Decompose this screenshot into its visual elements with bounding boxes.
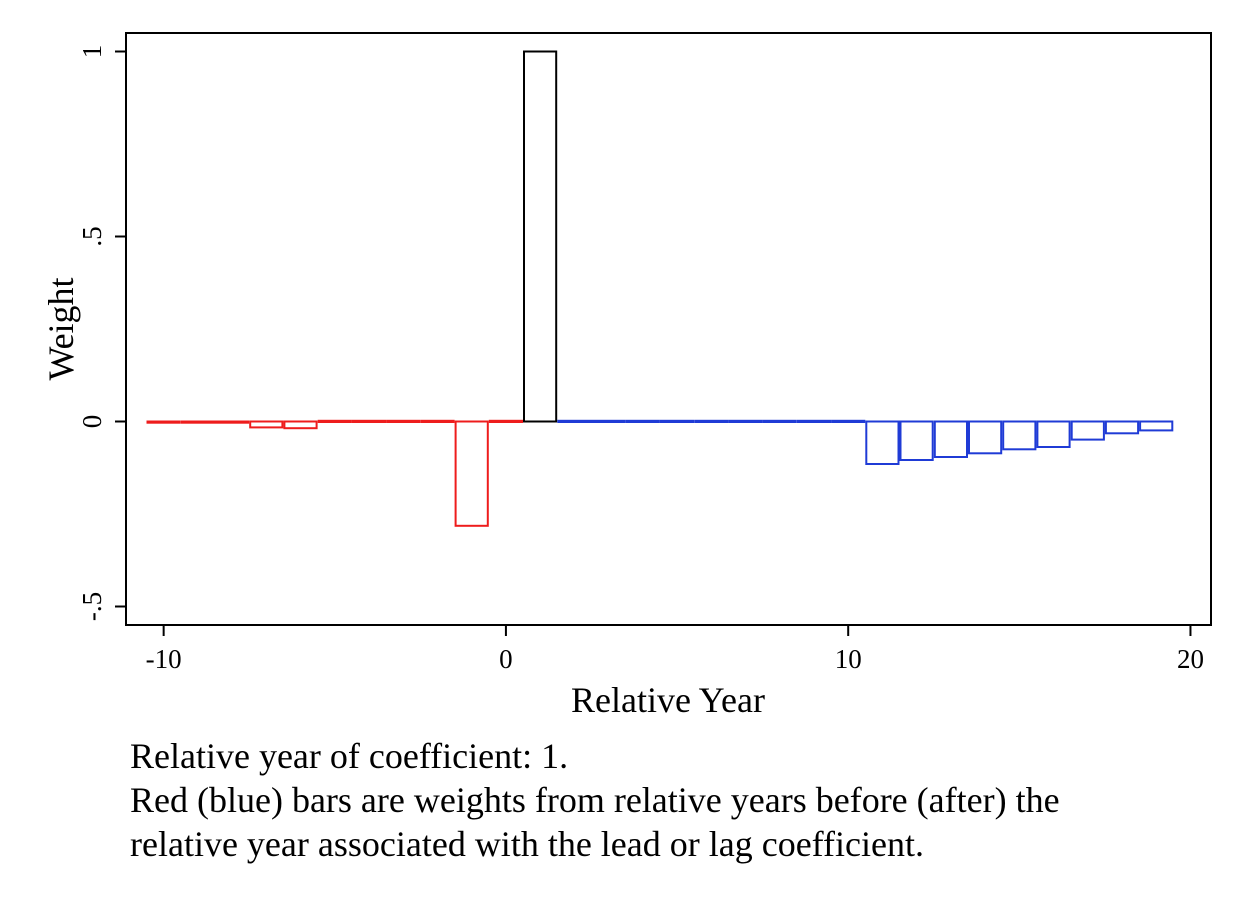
axis-layer: -10 0 10 20 -.5 0 .5 1	[77, 45, 1204, 674]
bar-s2-x6	[694, 419, 729, 423]
bar-s1-x1	[523, 50, 558, 423]
x-tick-label-2: 10	[835, 644, 862, 674]
x-tick-label-1: 0	[499, 644, 513, 674]
bar-s2-x19	[1139, 420, 1174, 432]
x-axis-title: Relative Year	[571, 680, 765, 720]
bar-s2-x15	[1002, 420, 1037, 451]
bar-s2-x17	[1070, 420, 1105, 441]
note-line-3: relative year associated with the lead o…	[130, 824, 924, 864]
bar-s2-x16	[1036, 420, 1071, 448]
bar-s0-x-4	[351, 419, 387, 423]
y-tick-label-1: 0	[77, 415, 107, 429]
y-axis-title: Weight	[41, 277, 81, 380]
bar-s0-x-8	[215, 420, 250, 424]
x-tick-label-3: 20	[1177, 644, 1204, 674]
x-tick-label-0: -10	[146, 644, 182, 674]
y-tick-label-3: 1	[77, 45, 107, 59]
bar-s0-x-10	[146, 420, 181, 424]
bar-s2-x2	[557, 419, 592, 423]
bar-s2-x11	[865, 420, 900, 465]
bar-s0-x-5	[317, 419, 352, 423]
bar-s2-x10	[831, 419, 866, 423]
bars-layer	[146, 50, 1174, 527]
note-line-1: Relative year of coefficient: 1.	[130, 736, 569, 776]
note-line-2: Red (blue) bars are weights from relativ…	[130, 780, 1060, 820]
bar-s2-x13	[933, 420, 968, 458]
plot-frame	[125, 32, 1212, 626]
chart: -10 0 10 20 -.5 0 .5 1 Relative Year Weight	[41, 32, 1212, 720]
bar-s0-x-7	[249, 420, 284, 429]
bar-s2-x18	[1104, 420, 1140, 435]
bar-s0-x-3	[386, 419, 421, 423]
bar-s0-x-9	[180, 420, 216, 424]
bar-s0-x-1	[454, 420, 489, 527]
bar-s2-x3	[591, 419, 626, 423]
y-tick-label-0: -.5	[77, 592, 107, 621]
bar-s0-x0	[488, 419, 523, 423]
y-tick-label-2: .5	[77, 226, 107, 246]
bar-s2-x4	[625, 419, 660, 423]
bar-s2-x9	[796, 419, 832, 423]
bar-s2-x14	[968, 420, 1003, 455]
bar-s2-x5	[659, 419, 695, 423]
bar-s2-x7	[728, 419, 763, 423]
bar-s2-x8	[762, 419, 797, 423]
bar-s2-x12	[899, 420, 934, 461]
bar-s0-x-6	[283, 420, 318, 430]
chart-svg: -10 0 10 20 -.5 0 .5 1 Relative Year Weight	[41, 32, 1212, 720]
bar-s0-x-2	[420, 419, 455, 423]
